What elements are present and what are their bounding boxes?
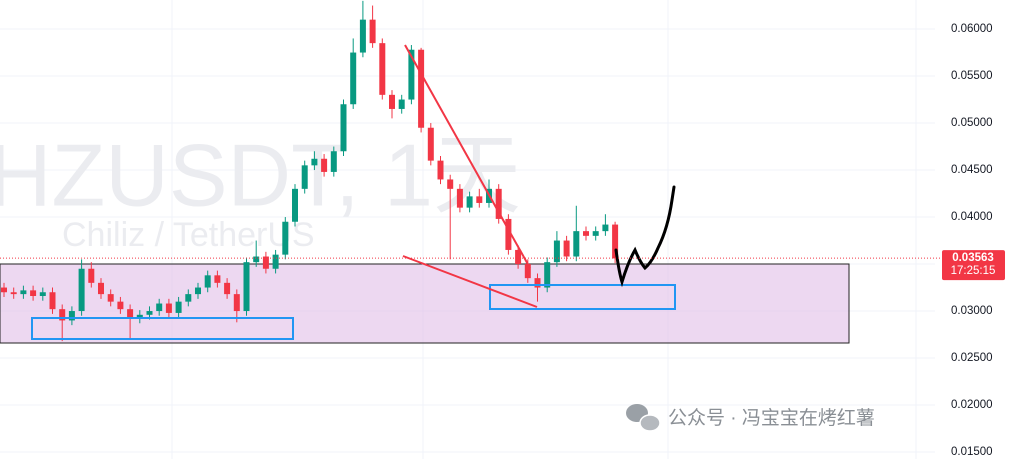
candle-body [39, 292, 46, 297]
candle-body [30, 290, 37, 297]
candle-body [165, 303, 172, 313]
candle-body [185, 294, 192, 302]
h-grid [0, 28, 935, 453]
candle-body [204, 275, 211, 288]
icon-bubble [639, 414, 661, 432]
candle-body [321, 158, 328, 172]
candle-body [78, 268, 85, 312]
candle-body [418, 49, 425, 128]
candle-body [553, 240, 560, 263]
candle-body [515, 249, 522, 265]
candle-body [340, 104, 347, 152]
candle-body [389, 94, 395, 109]
candle-body [175, 301, 182, 313]
y-tick-label: 0.01500 [951, 446, 993, 458]
candle-body [437, 160, 444, 180]
candle-body [350, 52, 357, 105]
candle-body [563, 240, 570, 257]
candle-body [156, 303, 163, 312]
candle-body [369, 19, 376, 44]
candle-body [330, 151, 337, 172]
candle-body [534, 278, 541, 288]
candle-body [398, 99, 405, 109]
candle-body [466, 196, 473, 208]
wechat-icon [626, 404, 661, 432]
candles [1, 0, 619, 342]
candle-body [127, 309, 134, 319]
candle-body [592, 231, 599, 236]
y-tick-label: 0.02000 [951, 399, 993, 411]
candle-body [117, 301, 124, 310]
candle-body [544, 262, 551, 288]
y-tick-label: 0.04000 [951, 211, 993, 223]
candle-body [456, 188, 463, 208]
candle-body [311, 158, 318, 166]
candle-body [379, 43, 386, 95]
candle-body [495, 188, 502, 219]
candle-body [301, 165, 308, 189]
candle-body [262, 256, 269, 269]
y-tick-label: 0.04500 [951, 164, 993, 176]
last-price-label: 0.03563 [952, 252, 994, 264]
candle-body [20, 290, 27, 295]
y-tick-label: 0.05500 [951, 70, 993, 82]
candle-body [253, 256, 260, 263]
candle-body [292, 188, 298, 222]
trend-line [402, 255, 538, 308]
candle-body [272, 254, 279, 269]
last-price-box [942, 250, 1005, 281]
price-axis: 0.015000.020000.025000.030000.035000.040… [951, 23, 993, 458]
candle-body [98, 282, 104, 295]
pair-watermark: Chiliz / TetherUS [62, 216, 315, 254]
candle-body [282, 221, 289, 255]
y-tick-label: 0.03000 [951, 305, 993, 317]
candle-body [243, 262, 250, 312]
candle-body [602, 224, 609, 232]
candle-body [136, 314, 143, 319]
account-watermark: 公众号 · 冯宝宝在烤红薯 [668, 407, 875, 429]
countdown: 17:25:15 [951, 265, 996, 277]
candle-body [224, 282, 231, 295]
candle-body [59, 309, 66, 321]
candle-body [10, 292, 17, 295]
candle-body [427, 127, 434, 161]
trend-line [404, 44, 531, 269]
candle-body [1, 287, 7, 293]
candle-body [49, 292, 56, 310]
candle-body [68, 311, 75, 321]
candle-body [233, 294, 240, 312]
candle-body [408, 49, 415, 100]
hand-drawn-path [614, 185, 676, 288]
support-box [31, 317, 294, 340]
candle-body [447, 179, 454, 189]
range-box [0, 263, 850, 344]
y-tick-label: 0.06000 [951, 23, 993, 35]
candle-body [359, 19, 366, 53]
candle-body [505, 218, 512, 250]
support-box [489, 284, 676, 310]
candle-body [146, 311, 153, 315]
candle-body [214, 275, 221, 283]
candle-body [524, 264, 531, 279]
y-tick-label: 0.02500 [951, 352, 993, 364]
candle-body [573, 231, 580, 257]
candle-body [476, 196, 483, 203]
candle-body [195, 287, 201, 295]
candle-body [107, 294, 114, 302]
y-tick-label: 0.05000 [951, 117, 993, 129]
symbol-watermark: HZUSDT, 1天 [0, 125, 521, 224]
candle-body [88, 268, 95, 283]
candle-body [583, 231, 589, 236]
candle-body [612, 224, 619, 259]
